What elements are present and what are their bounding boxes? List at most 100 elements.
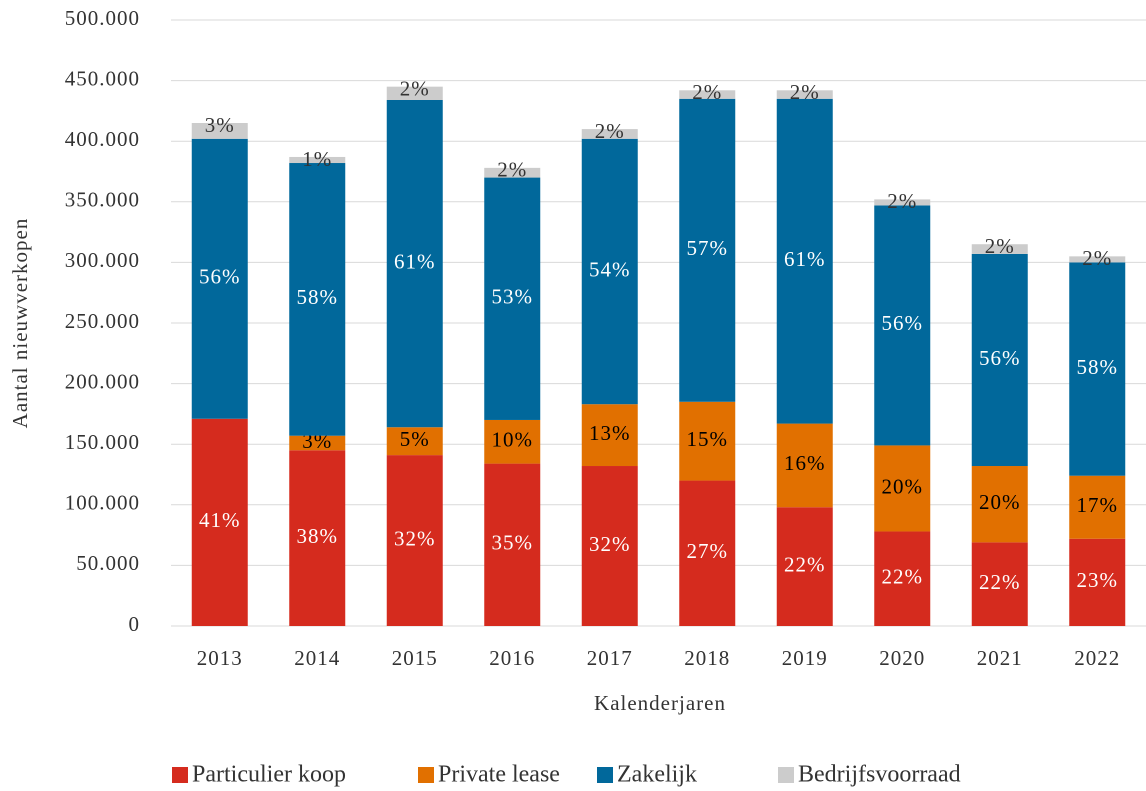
- data-label: 54%: [589, 257, 631, 281]
- y-tick-label: 500.000: [65, 6, 140, 30]
- y-tick-label: 450.000: [65, 66, 140, 90]
- bar-segment: [484, 419, 541, 464]
- data-label: 16%: [784, 451, 826, 475]
- y-tick-label: 250.000: [65, 309, 140, 333]
- bar-segment: [289, 450, 346, 626]
- data-label: 2%: [985, 234, 1015, 258]
- y-tick-label: 350.000: [65, 188, 140, 212]
- bar-segment: [191, 418, 248, 626]
- bar-segment: [484, 177, 541, 420]
- bar-segment: [971, 542, 1028, 626]
- data-label: 3%: [205, 113, 235, 137]
- bar-segment: [1069, 256, 1126, 263]
- data-label: 23%: [1077, 568, 1119, 592]
- data-label: 38%: [297, 524, 339, 548]
- data-label: 17%: [1077, 493, 1119, 517]
- bar-segment: [776, 90, 833, 99]
- data-label: 22%: [784, 552, 826, 576]
- bar-segment: [776, 98, 833, 424]
- bar-segment: [386, 455, 443, 626]
- data-label: 20%: [882, 474, 924, 498]
- y-tick-label: 200.000: [65, 369, 140, 393]
- data-label: 56%: [882, 311, 924, 335]
- data-label: 32%: [589, 532, 631, 556]
- data-label: 41%: [199, 508, 241, 532]
- x-tick-label: 2014: [294, 646, 340, 670]
- bar-segment: [1069, 538, 1126, 626]
- data-label: 1%: [302, 147, 332, 171]
- y-axis-title: Aantal nieuwverkopen: [8, 218, 32, 429]
- bar-segment: [971, 253, 1028, 467]
- bar-segment: [971, 466, 1028, 543]
- bar-segment: [289, 156, 346, 164]
- bar-segment: [776, 507, 833, 626]
- bar-segment: [191, 138, 248, 419]
- y-tick-label: 300.000: [65, 248, 140, 272]
- x-tick-label: 2015: [392, 646, 438, 670]
- data-label: 10%: [492, 428, 534, 452]
- data-label: 2%: [790, 80, 820, 104]
- bar-segment: [874, 199, 931, 206]
- legend-label: Zakelijk: [617, 762, 697, 788]
- data-label: 56%: [979, 346, 1021, 370]
- x-tick-label: 2016: [489, 646, 535, 670]
- y-tick-label: 150.000: [65, 430, 140, 454]
- data-label: 20%: [979, 490, 1021, 514]
- data-label: 57%: [687, 236, 729, 260]
- bar-segment: [874, 205, 931, 446]
- data-label: 22%: [979, 570, 1021, 594]
- x-tick-label: 2013: [197, 646, 243, 670]
- bar-segment: [386, 99, 443, 428]
- data-label: 56%: [199, 265, 241, 289]
- bar-segment: [289, 163, 346, 436]
- data-label: 2%: [497, 158, 527, 182]
- bar-segment: [289, 435, 346, 451]
- data-label: 2%: [1082, 246, 1112, 270]
- data-label: 35%: [492, 531, 534, 555]
- bar-segment: [581, 466, 638, 626]
- data-label: 61%: [394, 249, 436, 273]
- legend-label: Bedrijfsvoorraad: [798, 762, 961, 788]
- y-tick-label: 100.000: [65, 491, 140, 515]
- y-tick-label: 50.000: [76, 551, 140, 575]
- y-tick-label: 0: [129, 612, 141, 636]
- x-tick-label: 2021: [977, 646, 1023, 670]
- bar-segment: [874, 531, 931, 626]
- bar-segment: [484, 463, 541, 626]
- data-label: 2%: [887, 189, 917, 213]
- data-label: 61%: [784, 247, 826, 271]
- x-tick-label: 2019: [782, 646, 828, 670]
- bar-segment: [386, 427, 443, 456]
- bar-segment: [484, 167, 541, 178]
- data-label: 22%: [882, 565, 924, 589]
- x-tick-label: 2018: [684, 646, 730, 670]
- bar-segment: [874, 445, 931, 532]
- x-tick-label: 2020: [879, 646, 925, 670]
- y-tick-label: 400.000: [65, 127, 140, 151]
- legend-swatch: [778, 767, 794, 783]
- legend-label: Particulier koop: [192, 762, 346, 788]
- bar-segment: [386, 86, 443, 100]
- bar-segment: [191, 123, 248, 139]
- data-label: 2%: [595, 119, 625, 143]
- legend-swatch: [172, 767, 188, 783]
- bar-segment: [679, 98, 736, 402]
- bar-segment: [679, 401, 736, 481]
- bar-segment: [581, 404, 638, 467]
- x-tick-label: 2017: [587, 646, 633, 670]
- data-label: 15%: [687, 427, 729, 451]
- data-label: 58%: [297, 285, 339, 309]
- data-label: 13%: [589, 421, 631, 445]
- data-label: 58%: [1077, 355, 1119, 379]
- data-label: 2%: [400, 76, 430, 100]
- bar-segment: [581, 129, 638, 139]
- bar-segment: [679, 480, 736, 626]
- bar-segment: [1069, 262, 1126, 476]
- legend-swatch: [418, 767, 434, 783]
- bar-segment: [971, 244, 1028, 254]
- bar-segment: [776, 423, 833, 508]
- bar-segment: [581, 138, 638, 405]
- legend-label: Private lease: [438, 762, 560, 788]
